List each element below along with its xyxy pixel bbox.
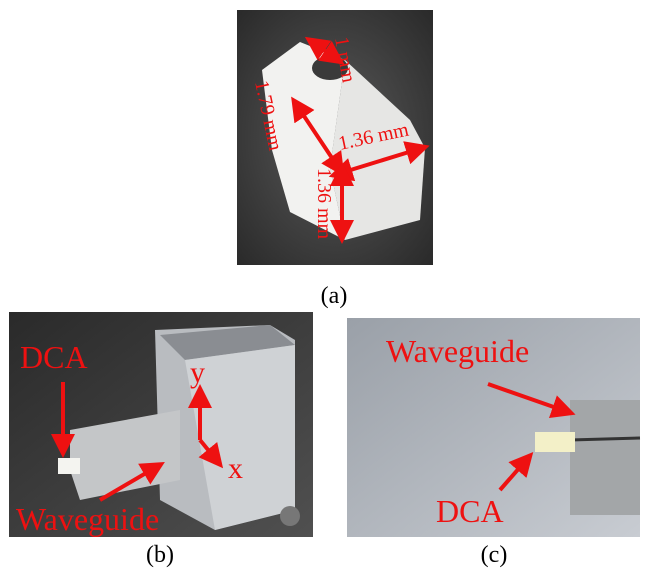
label: y (190, 356, 205, 389)
label: x (228, 452, 243, 485)
caption: (a) (321, 283, 348, 309)
dca (535, 432, 575, 452)
panel-a: 1 mm 1.79 mm 1.36 mm 1.36 mm (a) (237, 10, 433, 309)
dca (58, 458, 80, 474)
caption: (c) (481, 542, 508, 568)
label: DCA (20, 339, 88, 375)
label: Waveguide (386, 333, 529, 369)
screw (280, 506, 300, 526)
block (570, 400, 640, 515)
panel-c: Waveguide DCA (c) (347, 318, 640, 568)
slot (570, 438, 640, 440)
dimension-label: 1.36 mm (313, 168, 335, 240)
label: Waveguide (16, 501, 159, 537)
panel-b: DCA y x Waveguide (b) (9, 312, 313, 568)
caption: (b) (146, 542, 174, 568)
figure: 1 mm 1.79 mm 1.36 mm 1.36 mm (a) DCA y x… (0, 0, 645, 569)
label: DCA (436, 493, 504, 529)
